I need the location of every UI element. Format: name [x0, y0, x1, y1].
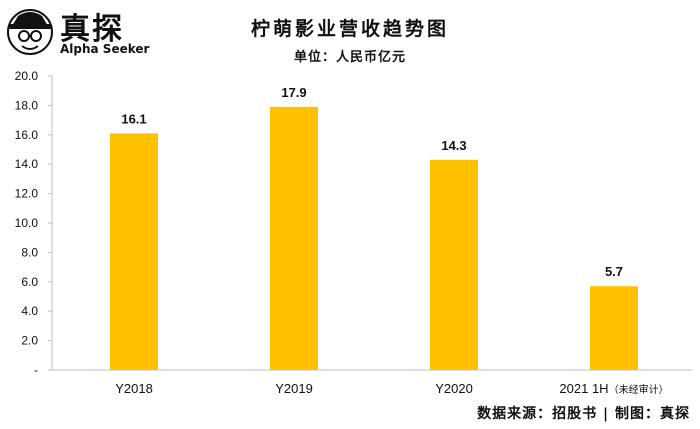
- bar: [270, 106, 318, 371]
- detective-icon: [7, 9, 53, 55]
- bar: [110, 133, 158, 370]
- data-label: 5.7: [605, 264, 623, 279]
- logo-chinese-text: 真探: [60, 12, 124, 47]
- y-tick-label: 16.0: [15, 128, 39, 142]
- x-tick-label: Y2018: [115, 381, 153, 396]
- y-tick-label: 4.0: [21, 304, 38, 318]
- y-tick-label: -: [34, 363, 38, 377]
- y-tick-label: 2.0: [21, 334, 38, 348]
- y-tick-label: 20.0: [15, 69, 39, 83]
- y-tick-label: 18.0: [15, 98, 39, 112]
- logo-english-text: Alpha Seeker: [60, 42, 150, 56]
- x-tick-label-main: Y2020: [435, 381, 473, 396]
- x-tick-label-main: 2021 1H: [559, 381, 608, 396]
- x-tick-label-main: Y2019: [275, 381, 313, 396]
- data-label: 14.3: [441, 138, 466, 153]
- x-tick-label: 2021 1H（未经审计）: [559, 381, 668, 396]
- source-note: 数据来源：招股书 | 制图：真探: [477, 406, 690, 422]
- chart-subtitle: 单位：人民币亿元: [293, 50, 406, 65]
- bar: [430, 159, 478, 370]
- y-tick-label: 14.0: [15, 157, 39, 171]
- data-label: 16.1: [121, 111, 146, 126]
- y-tick-label: 10.0: [15, 216, 39, 230]
- y-tick-label: 6.0: [21, 275, 38, 289]
- y-tick-label: 12.0: [15, 187, 39, 201]
- chart-title: 柠萌影业营收趋势图: [250, 18, 449, 40]
- x-tick-label-main: Y2018: [115, 381, 153, 396]
- x-tick-label: Y2019: [275, 381, 313, 396]
- x-tick-label-note: （未经审计）: [609, 383, 669, 396]
- x-tick-label: Y2020: [435, 381, 473, 396]
- logo: 真探 Alpha Seeker: [0, 0, 150, 62]
- data-label: 17.9: [281, 85, 306, 100]
- y-tick-label: 8.0: [21, 245, 38, 259]
- bar: [590, 286, 638, 370]
